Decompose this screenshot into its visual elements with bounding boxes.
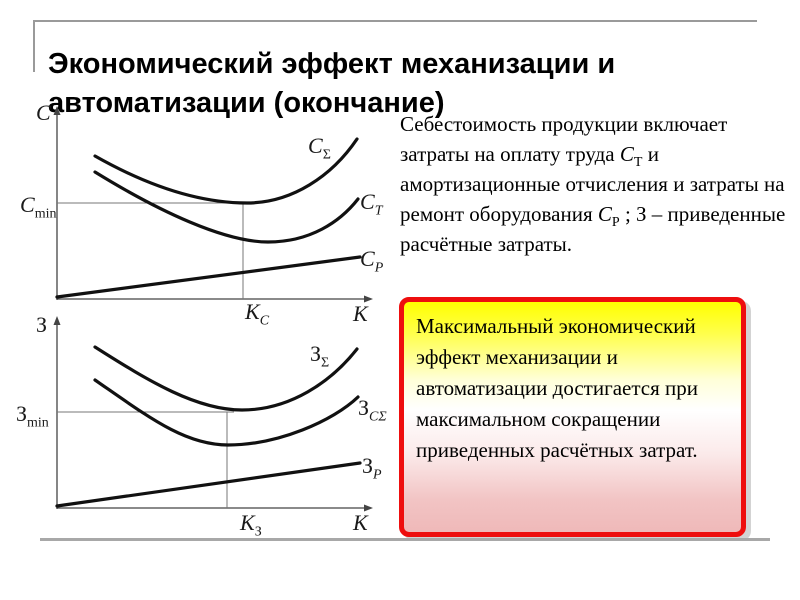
chart2-kz-label: KЗ bbox=[240, 510, 262, 540]
chart1-curve-label-c-p: CР bbox=[360, 246, 384, 276]
chart2-zmin-label: Зmin bbox=[16, 401, 49, 431]
chart2-canvas bbox=[53, 316, 373, 512]
chart1-curve-label-c-sigma: CΣ bbox=[308, 133, 331, 163]
curve-z-c-sigma bbox=[93, 378, 360, 447]
chart1-x-arrow-icon bbox=[364, 295, 373, 303]
bottom-frame-line bbox=[40, 538, 770, 541]
chart1-y-axis-label: C bbox=[36, 100, 51, 125]
chart2-curve-label-z-p: ЗР bbox=[362, 453, 382, 483]
slide-title: Экономический эффект механизации и автом… bbox=[48, 48, 616, 120]
chart1-canvas bbox=[53, 106, 373, 303]
chart1-x-axis-label: K bbox=[353, 301, 368, 326]
curve-c-sigma bbox=[93, 137, 359, 205]
curve-z-p bbox=[55, 461, 362, 508]
cost-definition-text: Себестоимость продукции включает затраты… bbox=[400, 112, 786, 256]
curve-c-p bbox=[55, 255, 362, 299]
chart2-x-axis-label: K bbox=[353, 510, 368, 535]
chart2-y-axis-label: З bbox=[36, 312, 48, 337]
chart-costs-reduced-vs-mechanization: З Зmin ЗΣ ЗСΣ ЗР KЗ K bbox=[0, 310, 400, 545]
curve-z-sigma bbox=[93, 345, 359, 412]
chart2-curve-label-z-sigma: ЗΣ bbox=[310, 341, 330, 371]
chart1-cmin-label: Cmin bbox=[20, 192, 57, 222]
curve-c-t bbox=[93, 170, 360, 244]
top-frame-line bbox=[33, 20, 757, 72]
chart-cost-vs-mechanization: C Cmin CΣ CТ CР KC K bbox=[0, 100, 400, 335]
chart2-x-arrow-icon bbox=[364, 504, 373, 512]
chart2-y-arrow-icon bbox=[53, 316, 61, 325]
chart1-y-arrow-icon bbox=[53, 106, 61, 115]
chart1-kc-label: KC bbox=[245, 299, 270, 329]
chart1-curve-label-c-t: CТ bbox=[360, 189, 383, 219]
conclusion-text: Максимальный экономический эффект механи… bbox=[416, 314, 698, 462]
conclusion-callout-box: Максимальный экономический эффект механи… bbox=[399, 297, 746, 537]
chart2-curve-label-z-c-sigma: ЗСΣ bbox=[358, 395, 387, 425]
